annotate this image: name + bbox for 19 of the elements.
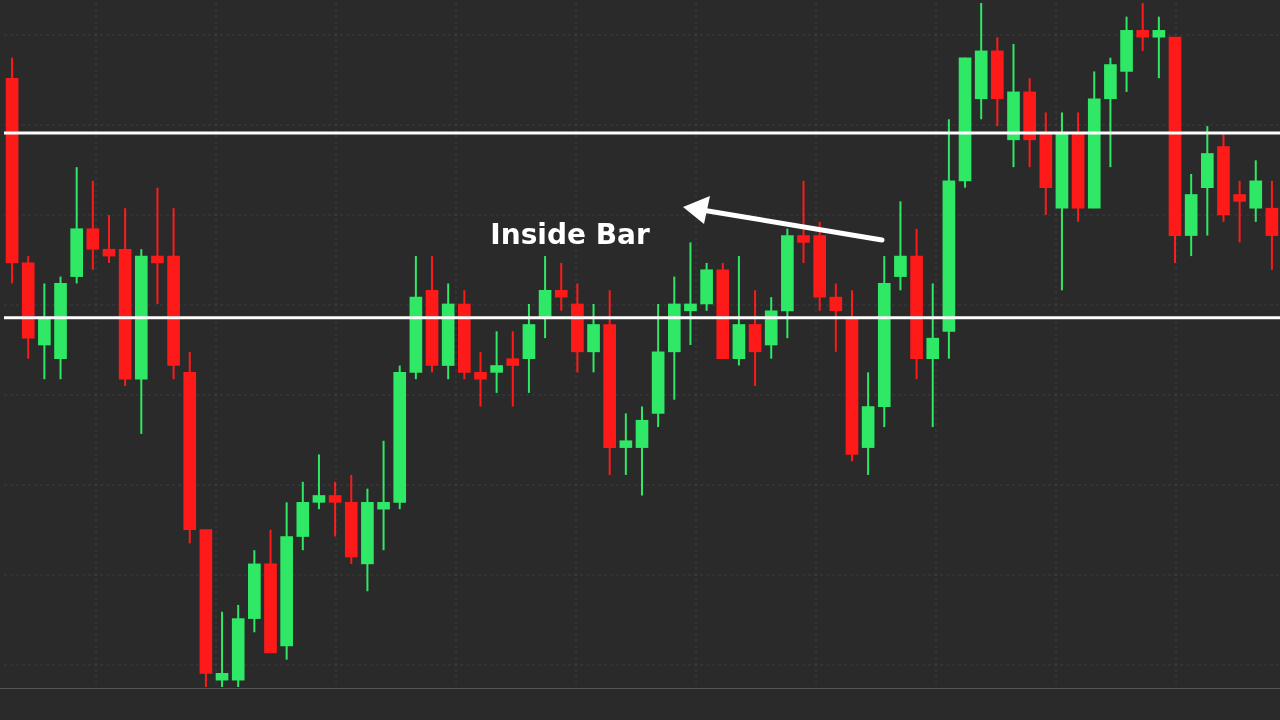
candlestick (1152, 15, 1166, 80)
candlestick (86, 179, 100, 271)
candlestick (684, 241, 697, 346)
candlestick (829, 282, 843, 353)
annotation: Inside Bar (490, 218, 650, 252)
candlestick (619, 412, 633, 476)
candlestick (926, 282, 940, 429)
candlestick (554, 261, 568, 312)
candlestick (490, 330, 503, 394)
candlestick (1136, 2, 1150, 52)
candlestick (377, 439, 390, 552)
candlestick (894, 200, 907, 292)
candlestick (328, 480, 342, 538)
candlestick (797, 179, 810, 264)
candlestick (151, 186, 164, 305)
candlestick (312, 453, 326, 511)
candlestick (506, 330, 520, 408)
candlestick (1233, 179, 1246, 244)
candlestick (474, 350, 487, 408)
